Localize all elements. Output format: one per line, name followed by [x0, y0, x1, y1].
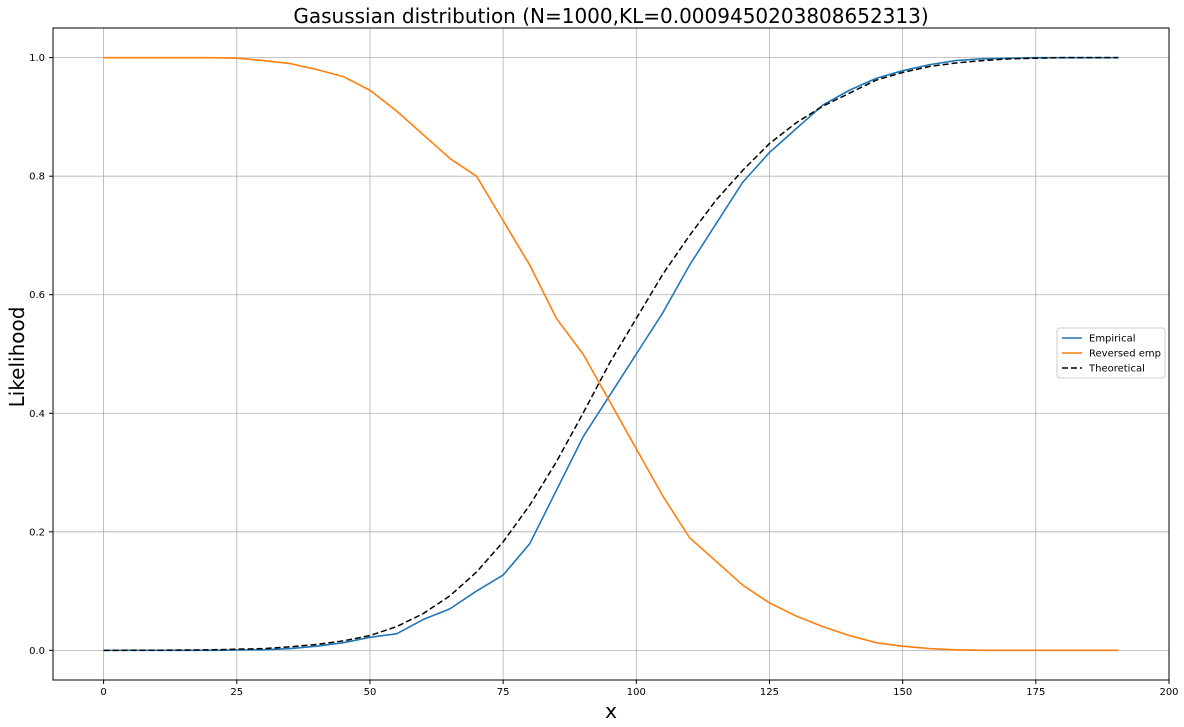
legend-label: Reversed emp [1089, 349, 1161, 360]
x-tick-label: 125 [760, 687, 779, 698]
series-line-empirical [103, 56, 1119, 652]
y-tick-label: 0.4 [29, 409, 45, 420]
x-tick-label: 175 [1026, 687, 1045, 698]
series-line-theoretical [103, 56, 1119, 652]
plot-frame [52, 27, 1170, 681]
legend-label: Empirical [1089, 334, 1135, 345]
x-tick-label: 50 [364, 687, 377, 698]
legend: Empirical Reversed emp Theoretical [1056, 327, 1166, 379]
plot-area [53, 28, 1169, 680]
legend-label: Theoretical [1088, 364, 1145, 375]
x-tick-label: 100 [627, 687, 646, 698]
y-tick-label: 0.8 [29, 172, 45, 183]
x-tick-label: 25 [230, 687, 243, 698]
y-tick-label: 1.0 [29, 53, 45, 64]
y-tick-label: 0.6 [29, 290, 45, 301]
x-axis-label: x [605, 699, 617, 723]
x-tick-label: 200 [1159, 687, 1178, 698]
legend-box [1056, 327, 1166, 379]
ticks: 0 25 50 75 100 125 150 175 200 0.0 0.2 0.4 0.6 0.8 1.0 [29, 53, 1178, 698]
series-layer [103, 56, 1119, 652]
x-tick-label: 75 [497, 687, 510, 698]
y-tick-label: 0.2 [29, 527, 45, 538]
x-tick-label: 0 [100, 687, 106, 698]
x-tick-label: 150 [893, 687, 912, 698]
chart-title: Gasussian distribution (N=1000,KL=0.0009… [293, 4, 928, 28]
y-tick-label: 0.0 [29, 646, 45, 657]
y-axis-label: Likelihood [5, 307, 29, 408]
series-line-reversed-emp [103, 56, 1119, 652]
